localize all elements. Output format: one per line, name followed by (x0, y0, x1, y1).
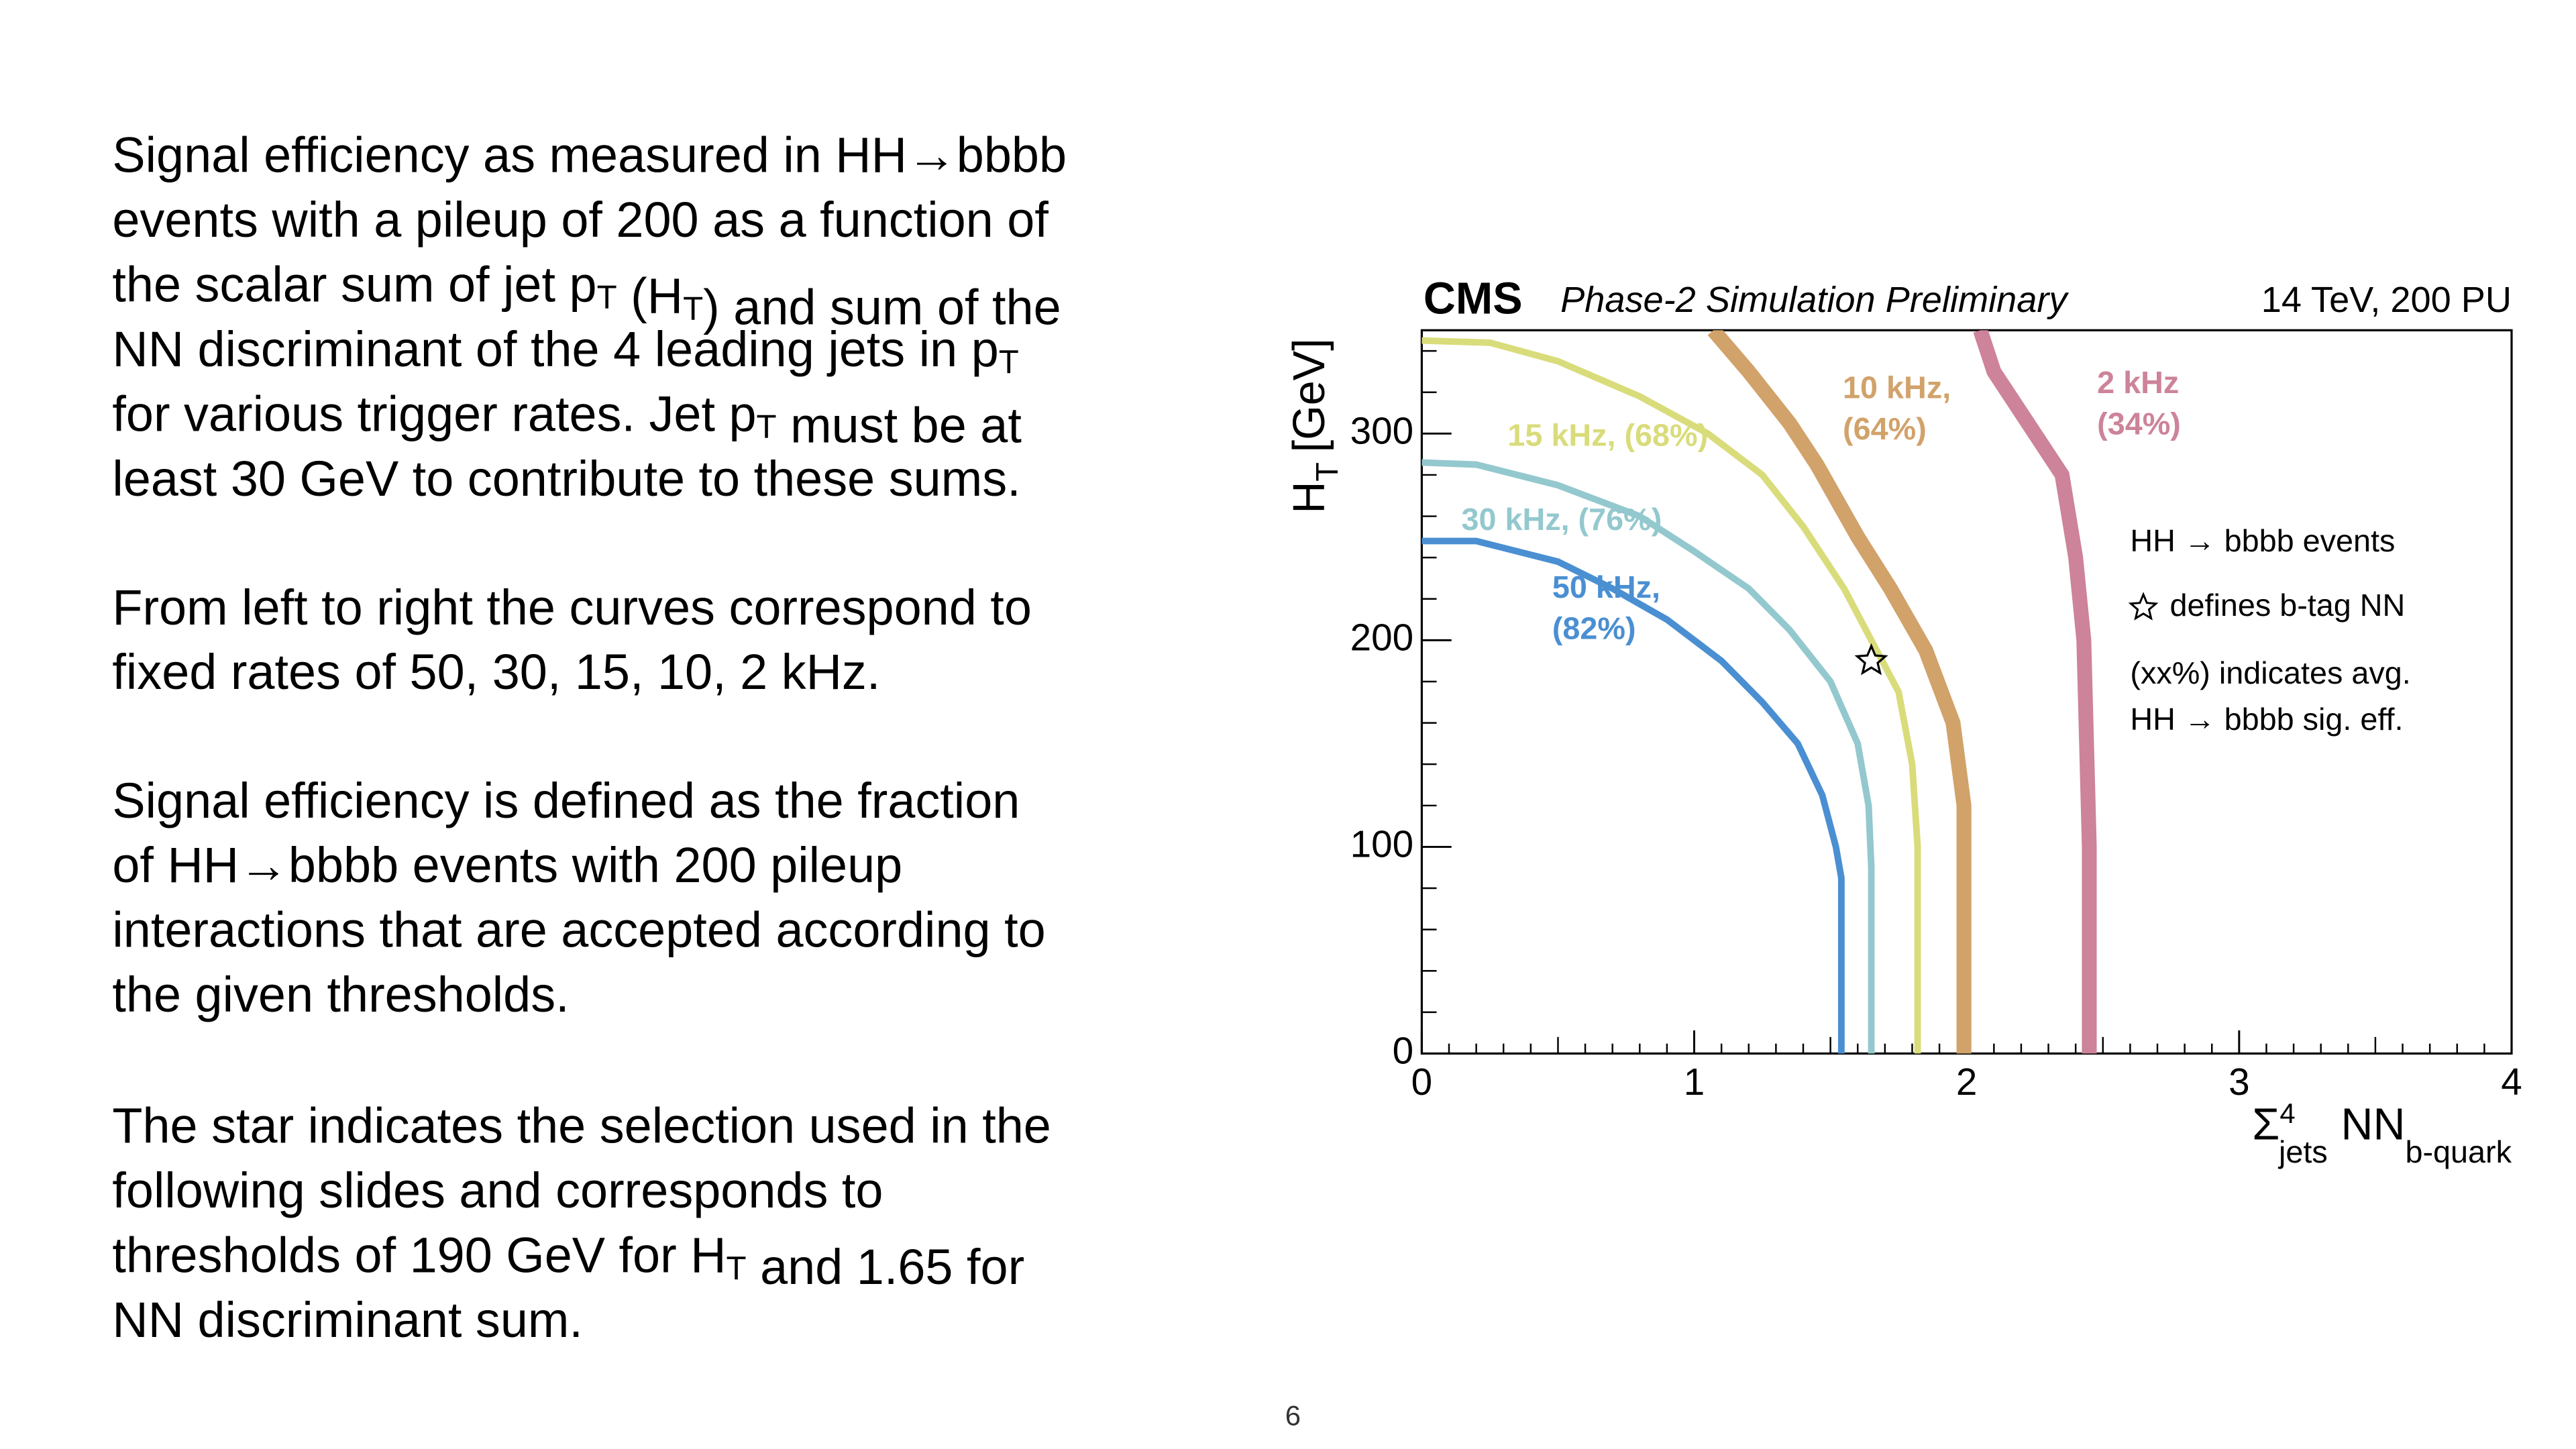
text-line: NN discriminant of the 4 leading jets in… (112, 321, 1018, 380)
subscript: T (727, 1250, 747, 1287)
x-label-part: Σ (2252, 1099, 2279, 1149)
legend-text: defines b-tag NN (2169, 588, 2405, 623)
x-label-part: jets (2277, 1134, 2328, 1169)
text-run: the scalar sum of jet p (112, 256, 596, 312)
y-tick-label: 300 (1350, 409, 1413, 451)
chart-title: CMS (1424, 274, 1523, 324)
text-run: Signal efficiency is defined as the frac… (112, 772, 1020, 828)
text-run: must be at (777, 397, 1022, 453)
legend-star (2128, 592, 2159, 621)
curve (1421, 459, 1875, 1054)
text-line: for various trigger rates. Jet pT must b… (112, 386, 1021, 453)
y-label-part: [GeV] (1285, 338, 1334, 452)
x-axis-label: Σ4 jets NNb-quark (2252, 1097, 2512, 1169)
subscript: T (683, 290, 703, 327)
text-line: interactions that are accepted according… (112, 902, 1045, 957)
curve-label: (64%) (1843, 411, 1927, 446)
y-axis-label: HT [GeV] (1285, 338, 1344, 513)
text-run: least 30 GeV to contribute to these sums… (112, 450, 1020, 506)
page-number: 6 (1285, 1399, 1301, 1431)
x-tick-label: 1 (1684, 1061, 1705, 1103)
curve-label: 10 kHz, (1843, 370, 1951, 405)
text-line: From left to right the curves correspond… (112, 579, 1032, 635)
text-line: events with a pileup of 200 as a functio… (112, 191, 1049, 247)
y-label-part: T (1309, 462, 1344, 482)
text-run: Signal efficiency as measured in HH→bbbb (112, 127, 1067, 182)
energy-label: 14 TeV, 200 PU (2261, 280, 2512, 320)
text-run: the given thresholds. (112, 967, 569, 1022)
text-line: The star indicates the selection used in… (112, 1097, 1051, 1153)
y-tick-label: 200 (1350, 616, 1413, 658)
text-run: The star indicates the selection used in… (112, 1097, 1051, 1153)
text-run: following slides and corresponds to (112, 1163, 883, 1218)
curve (1421, 337, 1921, 1054)
text-line: fixed rates of 50, 30, 15, 10, 2 kHz. (112, 644, 880, 700)
curve (1421, 537, 1845, 1054)
curve-label: 50 kHz, (1552, 570, 1660, 604)
curve-label: (34%) (2097, 406, 2181, 441)
y-tick-label: 0 (1393, 1029, 1413, 1071)
text-run: thresholds of 190 GeV for H (112, 1227, 726, 1283)
subscript: T (999, 343, 1019, 380)
text-line: the given thresholds. (112, 967, 569, 1022)
text-run: NN discriminant sum. (112, 1292, 583, 1348)
legend-text: (xx%) indicates avg. (2130, 655, 2410, 690)
text-line: thresholds of 190 GeV for HT and 1.65 fo… (112, 1227, 1024, 1294)
text-run: of HH→bbbb events with 200 pileup (112, 837, 902, 893)
x-label-part: 4 (2279, 1097, 2295, 1129)
x-label-part: b-quark (2405, 1134, 2512, 1169)
text-line: the scalar sum of jet pT (HT) and sum of… (112, 256, 1061, 335)
text-line: Signal efficiency as measured in HH→bbbb (112, 127, 1067, 182)
text-run: events with a pileup of 200 as a functio… (112, 191, 1049, 247)
subscript: T (597, 279, 617, 316)
legend-text: HH → bbbb events (2130, 523, 2395, 558)
curve-label: 15 kHz, (68%) (1507, 418, 1708, 453)
curve-label: 30 kHz, (76%) (1461, 502, 1662, 537)
y-tick-label: 100 (1350, 822, 1413, 865)
text-line: Signal efficiency is defined as the frac… (112, 772, 1020, 828)
chart-subtitle: Phase-2 Simulation Preliminary (1560, 280, 2069, 320)
curve-label: 2 kHz (2097, 365, 2179, 400)
text-run: for various trigger rates. Jet p (112, 386, 756, 441)
curve (1973, 330, 2097, 1054)
x-tick-label: 4 (2501, 1061, 2522, 1103)
curve (1707, 330, 1972, 1054)
y-label-part: H (1285, 482, 1334, 514)
text-run: (H (617, 268, 683, 323)
curve-label: (82%) (1552, 611, 1636, 646)
text-run: From left to right the curves correspond… (112, 579, 1032, 635)
text-line: following slides and corresponds to (112, 1163, 883, 1218)
x-tick-label: 3 (2229, 1061, 2249, 1103)
subscript: T (757, 409, 777, 445)
text-line: NN discriminant sum. (112, 1292, 583, 1348)
text-run: ) and sum of the (703, 279, 1061, 335)
x-tick-label: 2 (1956, 1061, 1977, 1103)
text-run: fixed rates of 50, 30, 15, 10, 2 kHz. (112, 644, 880, 700)
x-tick-label: 0 (1411, 1061, 1432, 1103)
text-line: of HH→bbbb events with 200 pileup (112, 837, 902, 893)
text-run: NN discriminant of the 4 leading jets in… (112, 321, 998, 376)
x-label-part: NN (2341, 1099, 2406, 1149)
text-run: and 1.65 for (747, 1238, 1025, 1294)
selection-star (1854, 643, 1888, 676)
legend-text: HH → bbbb sig. eff. (2130, 702, 2403, 737)
text-run: interactions that are accepted according… (112, 902, 1045, 957)
text-line: least 30 GeV to contribute to these sums… (112, 450, 1020, 506)
